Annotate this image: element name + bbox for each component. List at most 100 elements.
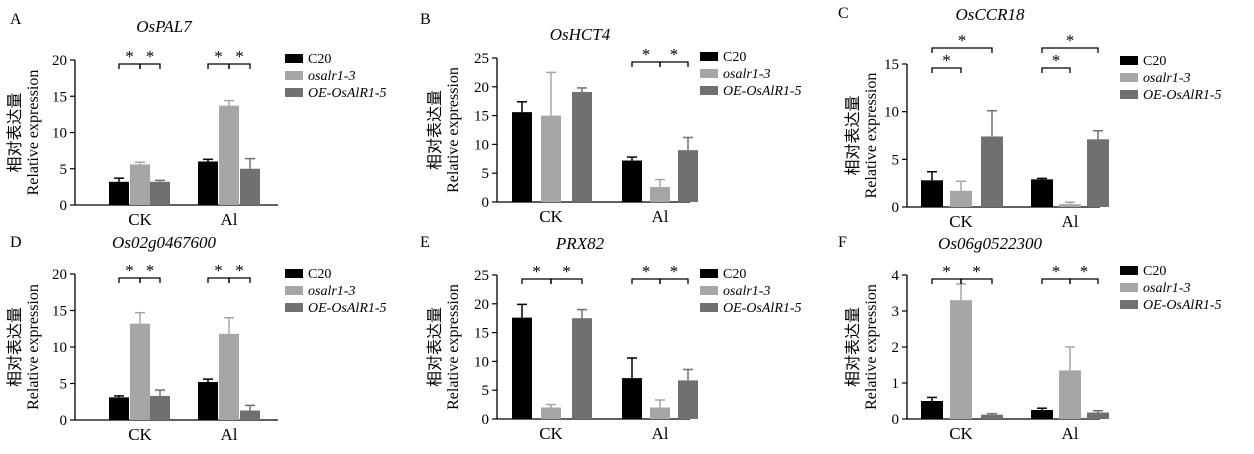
significance-bracket: [139, 277, 161, 283]
legend-swatch: [700, 269, 718, 278]
legend-label: osalr1-3: [308, 284, 355, 299]
chart-title: OsCCR18: [956, 5, 1025, 24]
legend-swatch: [1120, 56, 1138, 65]
bar: [678, 380, 698, 419]
y-tick-label: 0: [892, 412, 900, 428]
significance-bracket: [659, 61, 689, 67]
significance-bracket: [1041, 67, 1071, 73]
significance-star: *: [670, 262, 679, 281]
y-tick-label: 20: [52, 267, 67, 283]
bar: [219, 333, 239, 420]
panel-f: F Os06g0522300 0 1 2 3 4 相对表达量 Relative expressi…: [838, 234, 1222, 443]
bar: [1031, 179, 1053, 207]
y-axis-label-en: Relative expression: [25, 284, 42, 410]
y-tick-label: 10: [52, 340, 67, 356]
legend-swatch: [1120, 266, 1138, 275]
significance-star: *: [642, 262, 651, 281]
legend-label: OE-OsAlR1-5: [723, 84, 802, 99]
legend-label: OE-OsAlR1-5: [723, 301, 802, 316]
legend-label: OE-OsAlR1-5: [1143, 298, 1222, 313]
bar: [219, 105, 239, 205]
significance-bracket: [1069, 278, 1099, 284]
significance-bracket: [1041, 47, 1099, 53]
legend-label: C20: [1143, 264, 1166, 279]
significance-star: *: [146, 47, 155, 66]
bar: [950, 300, 972, 419]
panel-e: E PRX82 0 5 10 15 20 25 相对表达量 Relative expression…: [420, 234, 802, 443]
y-tick-label: 5: [60, 162, 68, 178]
legend-swatch: [1120, 90, 1138, 99]
chart-title: Os02g0467600: [112, 233, 216, 252]
bar: [198, 382, 218, 420]
bar: [1059, 370, 1081, 419]
bar: [541, 407, 561, 419]
significance-star: *: [1066, 31, 1075, 50]
bar: [1087, 412, 1109, 419]
bar: [650, 407, 670, 419]
y-tick-label: 2: [892, 340, 900, 356]
legend-swatch: [1120, 300, 1138, 309]
significance-bracket: [931, 47, 993, 53]
legend-swatch: [1120, 283, 1138, 292]
y-tick-label: 20: [474, 80, 489, 96]
y-axis-label-en: Relative expression: [445, 284, 462, 410]
chart-title: Os06g0522300: [938, 234, 1042, 253]
significance-bracket: [550, 278, 583, 284]
significance-star: *: [125, 47, 134, 66]
bar: [921, 401, 943, 419]
significance-star: *: [235, 261, 244, 280]
significance-star: *: [146, 261, 155, 280]
significance-bracket: [659, 278, 689, 284]
y-tick-label: 10: [474, 137, 489, 153]
x-category-label: CK: [128, 425, 152, 444]
x-category-label: Al: [652, 424, 669, 443]
panel-letter: F: [838, 234, 847, 251]
significance-bracket: [139, 63, 161, 69]
y-axis-label-en: Relative expression: [25, 70, 42, 196]
panel-c: C OsCCR18 0 5 10 15 相对表达量 Relative expression CK…: [838, 5, 1222, 231]
bar: [950, 190, 972, 207]
legend-swatch: [285, 54, 303, 63]
bar: [622, 378, 642, 419]
legend-label: osalr1-3: [1143, 281, 1190, 296]
x-category-label: CK: [128, 210, 152, 229]
legend-swatch: [700, 303, 718, 312]
y-tick-label: 20: [474, 297, 489, 313]
bar: [240, 410, 260, 420]
y-tick-label: 10: [52, 126, 67, 142]
panel-d: D Os02g0467600 0 5 10 15 20 相对表达量 Relative expre…: [6, 233, 387, 444]
legend-swatch: [700, 69, 718, 78]
chart-title: OsPAL7: [136, 17, 193, 36]
y-tick-label: 5: [892, 152, 900, 168]
bar: [130, 323, 150, 420]
y-axis-label-cn: 相对表达量: [426, 307, 444, 387]
y-tick-label: 25: [474, 268, 489, 284]
bar: [572, 91, 592, 202]
bar: [1059, 204, 1081, 207]
legend-label: OE-OsAlR1-5: [308, 86, 387, 101]
significance-star: *: [1080, 262, 1089, 281]
y-axis-label-en: Relative expression: [863, 73, 880, 199]
significance-star: *: [942, 262, 951, 281]
legend-swatch: [1120, 73, 1138, 82]
y-tick-label: 3: [892, 304, 900, 320]
bar: [109, 181, 129, 205]
legend-label: osalr1-3: [1143, 71, 1190, 86]
bar: [622, 160, 642, 202]
significance-bracket: [228, 63, 251, 69]
y-tick-label: 10: [884, 105, 899, 121]
bar: [150, 181, 170, 205]
significance-star: *: [1052, 262, 1061, 281]
panel-letter: B: [420, 11, 431, 28]
significance-bracket: [960, 278, 993, 284]
significance-star: *: [214, 261, 223, 280]
legend-label: OE-OsAlR1-5: [308, 301, 387, 316]
panel-letter: D: [10, 234, 22, 251]
significance-star: *: [942, 51, 951, 70]
legend-swatch: [285, 303, 303, 312]
legend-label: osalr1-3: [723, 67, 770, 82]
y-tick-label: 15: [52, 304, 67, 320]
panel-letter: A: [10, 11, 22, 28]
legend-label: OE-OsAlR1-5: [1143, 88, 1222, 103]
